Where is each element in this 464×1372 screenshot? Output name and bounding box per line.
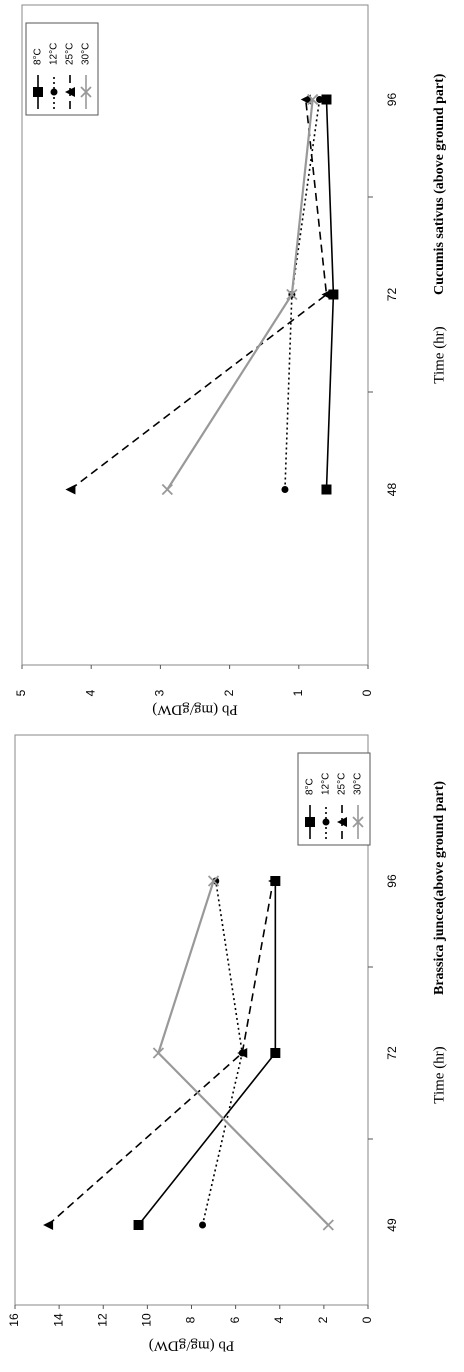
data-point	[321, 289, 332, 300]
legend-label: 30°C	[353, 773, 364, 795]
legend-marker	[322, 818, 330, 826]
legend-marker	[337, 817, 347, 827]
y-tick-label: 4	[83, 689, 97, 696]
data-point	[322, 1219, 334, 1231]
legend-label: 8°C	[33, 48, 44, 65]
data-point	[237, 1048, 248, 1058]
data-point	[207, 875, 220, 887]
chart-title: Cucumis sativus (above ground part)	[432, 73, 447, 295]
legend-box	[297, 752, 371, 846]
y-tick-label: 14	[51, 1313, 65, 1327]
legend-label: 25°C	[337, 773, 348, 795]
y-tick-label: 0	[360, 1316, 374, 1323]
legend-label: 8°C	[305, 778, 316, 795]
legend-marker	[80, 86, 92, 98]
y-tick-label: 3	[153, 689, 167, 696]
legend-label: 12°C	[49, 43, 60, 65]
y-tick-label: 8	[184, 1316, 198, 1323]
data-point	[321, 94, 332, 105]
legend-label: 30°C	[81, 43, 92, 65]
legend-label: 12°C	[321, 773, 332, 795]
x-tick-label: 72	[385, 1046, 399, 1060]
plot-frame	[21, 4, 369, 666]
chart-title: Brassica juncea(above ground part)	[432, 781, 447, 995]
data-point	[321, 484, 332, 495]
chart-panel: 0 1 2 3 4 5 48 72 96 Time (hr) Cucumis sativus (ab…	[14, 4, 447, 718]
y-tick-label: 2	[316, 1316, 330, 1323]
x-axis-title: Time (hr)	[431, 326, 447, 383]
legend-marker	[50, 88, 58, 96]
data-point	[133, 1220, 144, 1230]
data-point	[268, 876, 279, 886]
legend-box	[25, 22, 99, 116]
legend-marker	[305, 817, 315, 827]
data-point	[281, 486, 289, 493]
data-point	[270, 1048, 281, 1058]
data-point	[199, 1221, 207, 1229]
y-tick-label: 16	[7, 1313, 21, 1327]
data-point	[65, 484, 76, 495]
y-axis-title: Pb (mg/gDW)	[149, 1338, 234, 1354]
y-tick-label: 4	[272, 1316, 286, 1323]
data-point	[316, 96, 324, 103]
y-tick-label: 10	[140, 1313, 154, 1327]
data-point	[300, 94, 311, 105]
chart-panel: 0 2 4 6 8 10 12 14 16 49 72 96 Time (hr) Brassica jun…	[7, 734, 447, 1354]
x-tick-label: 72	[385, 288, 399, 302]
y-tick-label: 5	[14, 689, 28, 696]
data-point	[161, 483, 173, 496]
y-tick-label: 12	[95, 1313, 109, 1327]
legend-label: 25°C	[65, 43, 76, 65]
data-point	[152, 1047, 165, 1059]
x-tick-label: 49	[385, 1218, 399, 1232]
legend-marker	[352, 816, 364, 828]
series-line	[201, 880, 244, 1226]
legend-marker	[33, 87, 43, 97]
y-axis-title: Pb (mg/gDW)	[152, 702, 237, 718]
y-tick-label: 1	[291, 689, 305, 696]
data-point	[307, 93, 319, 106]
x-tick-label: 96	[385, 874, 399, 888]
series-line	[69, 99, 328, 491]
y-tick-label: 6	[228, 1316, 242, 1323]
data-point	[43, 1220, 54, 1230]
x-tick-label: 48	[385, 483, 399, 497]
x-tick-label: 96	[385, 93, 399, 107]
legend-marker	[65, 87, 75, 97]
y-tick-label: 2	[222, 689, 236, 696]
x-axis-title: Time (hr)	[431, 1046, 447, 1103]
y-tick-label: 0	[360, 689, 374, 696]
data-point	[286, 288, 298, 301]
